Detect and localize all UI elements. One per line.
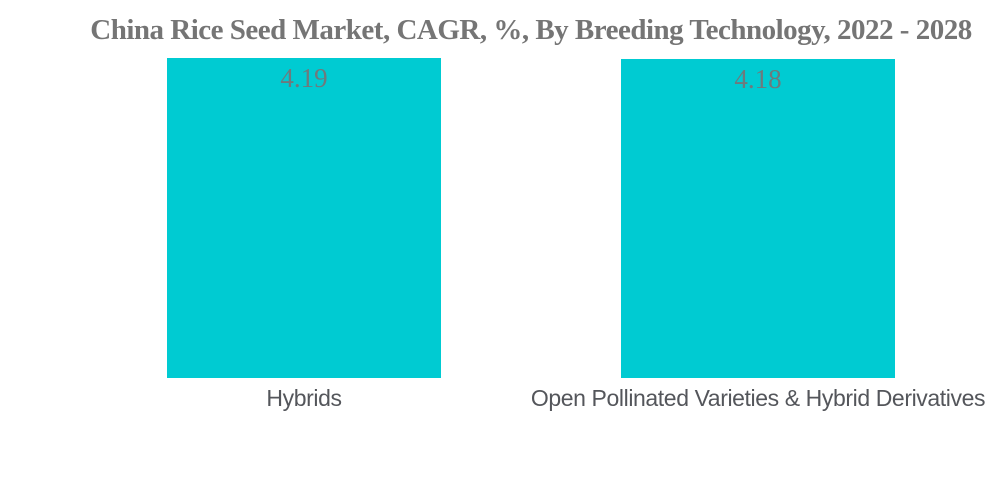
bar-open-pollinated: 4.18 bbox=[621, 59, 895, 378]
category-label-open-pollinated: Open Pollinated Varieties & Hybrid Deriv… bbox=[530, 385, 986, 411]
bar-value-label-hybrids: 4.19 bbox=[280, 63, 328, 93]
category-label-hybrids: Hybrids bbox=[266, 385, 342, 411]
bar-hybrids: 4.19 bbox=[167, 58, 441, 378]
chart-title: China Rice Seed Market, CAGR, %, By Bree… bbox=[90, 14, 972, 46]
bar-value-label-open-pollinated: 4.18 bbox=[734, 64, 782, 94]
plot-area: 4.19 4.18 bbox=[0, 58, 1000, 378]
